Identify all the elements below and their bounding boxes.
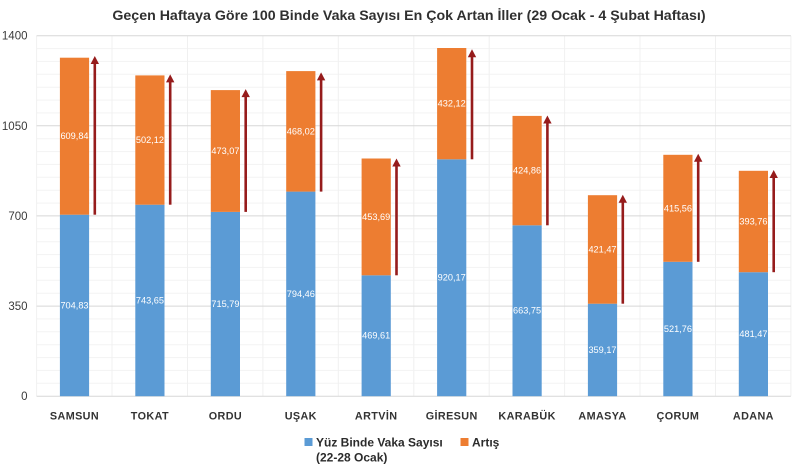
svg-text:453,69: 453,69 <box>362 212 390 222</box>
svg-text:0: 0 <box>21 391 27 403</box>
svg-text:432,12: 432,12 <box>438 99 466 109</box>
svg-text:743,65: 743,65 <box>136 296 164 306</box>
svg-text:TOKAT: TOKAT <box>131 411 169 423</box>
svg-text:ÇORUM: ÇORUM <box>657 411 700 423</box>
svg-text:ORDU: ORDU <box>209 411 242 423</box>
svg-text:359,17: 359,17 <box>588 345 616 355</box>
svg-text:(22-28 Ocak): (22-28 Ocak) <box>316 451 387 465</box>
svg-text:421,47: 421,47 <box>588 244 616 254</box>
svg-text:468,02: 468,02 <box>287 126 315 136</box>
svg-text:1050: 1050 <box>2 121 28 133</box>
svg-text:393,76: 393,76 <box>739 217 767 227</box>
svg-text:KARABÜK: KARABÜK <box>498 410 555 423</box>
svg-text:700: 700 <box>8 211 27 223</box>
svg-text:415,56: 415,56 <box>664 203 692 213</box>
svg-text:473,07: 473,07 <box>211 146 239 156</box>
svg-text:469,61: 469,61 <box>362 331 390 341</box>
svg-text:521,76: 521,76 <box>664 324 692 334</box>
svg-text:350: 350 <box>8 301 27 313</box>
svg-text:Geçen Haftaya Göre 100 Binde V: Geçen Haftaya Göre 100 Binde Vaka Sayısı… <box>112 7 705 24</box>
svg-text:794,46: 794,46 <box>287 289 315 299</box>
svg-text:Yüz Binde Vaka Sayısı: Yüz Binde Vaka Sayısı <box>316 436 443 450</box>
svg-text:SAMSUN: SAMSUN <box>50 411 99 423</box>
svg-text:ARTVİN: ARTVİN <box>355 410 398 423</box>
svg-text:1400: 1400 <box>2 31 28 43</box>
svg-text:UŞAK: UŞAK <box>285 411 317 423</box>
svg-text:AMASYA: AMASYA <box>578 411 626 423</box>
svg-text:424,86: 424,86 <box>513 166 541 176</box>
svg-text:Artış: Artış <box>472 436 500 450</box>
svg-text:715,79: 715,79 <box>211 299 239 309</box>
svg-text:ADANA: ADANA <box>733 411 774 423</box>
svg-text:663,75: 663,75 <box>513 306 541 316</box>
svg-text:704,83: 704,83 <box>60 301 88 311</box>
svg-text:920,17: 920,17 <box>438 273 466 283</box>
svg-text:609,84: 609,84 <box>60 131 88 141</box>
svg-text:502,12: 502,12 <box>136 135 164 145</box>
svg-text:481,47: 481,47 <box>739 329 767 339</box>
svg-text:GİRESUN: GİRESUN <box>426 410 478 423</box>
